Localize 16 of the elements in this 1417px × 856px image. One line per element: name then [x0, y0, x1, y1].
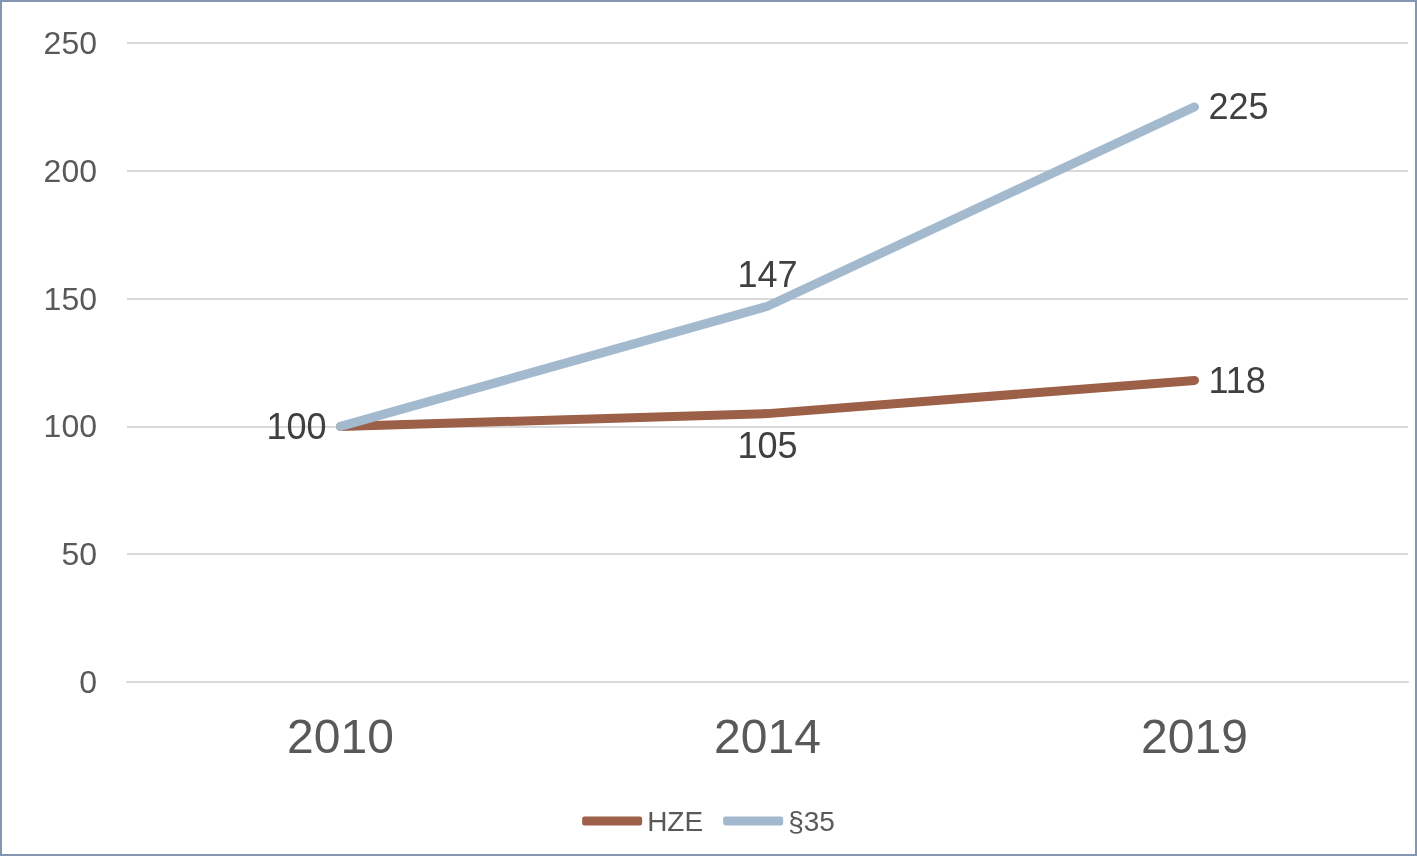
- data-label: 225: [1208, 86, 1269, 128]
- x-tick-label: 2019: [1141, 709, 1248, 763]
- legend-label: §35: [788, 805, 835, 837]
- data-label: 147: [737, 253, 798, 295]
- data-label: 118: [1208, 359, 1266, 401]
- y-tick-label: 250: [43, 25, 97, 61]
- data-label: 100: [266, 405, 327, 447]
- y-tick-label: 150: [43, 280, 97, 317]
- y-tick-label: 200: [43, 152, 97, 189]
- y-tick-label: 0: [79, 664, 97, 700]
- x-tick-label: 2010: [287, 709, 394, 763]
- data-label: 105: [737, 425, 798, 467]
- y-tick-label: 50: [61, 536, 97, 573]
- y-tick-label: 100: [43, 408, 97, 445]
- legend-label: HZE: [647, 805, 704, 837]
- x-tick-label: 2014: [714, 709, 821, 763]
